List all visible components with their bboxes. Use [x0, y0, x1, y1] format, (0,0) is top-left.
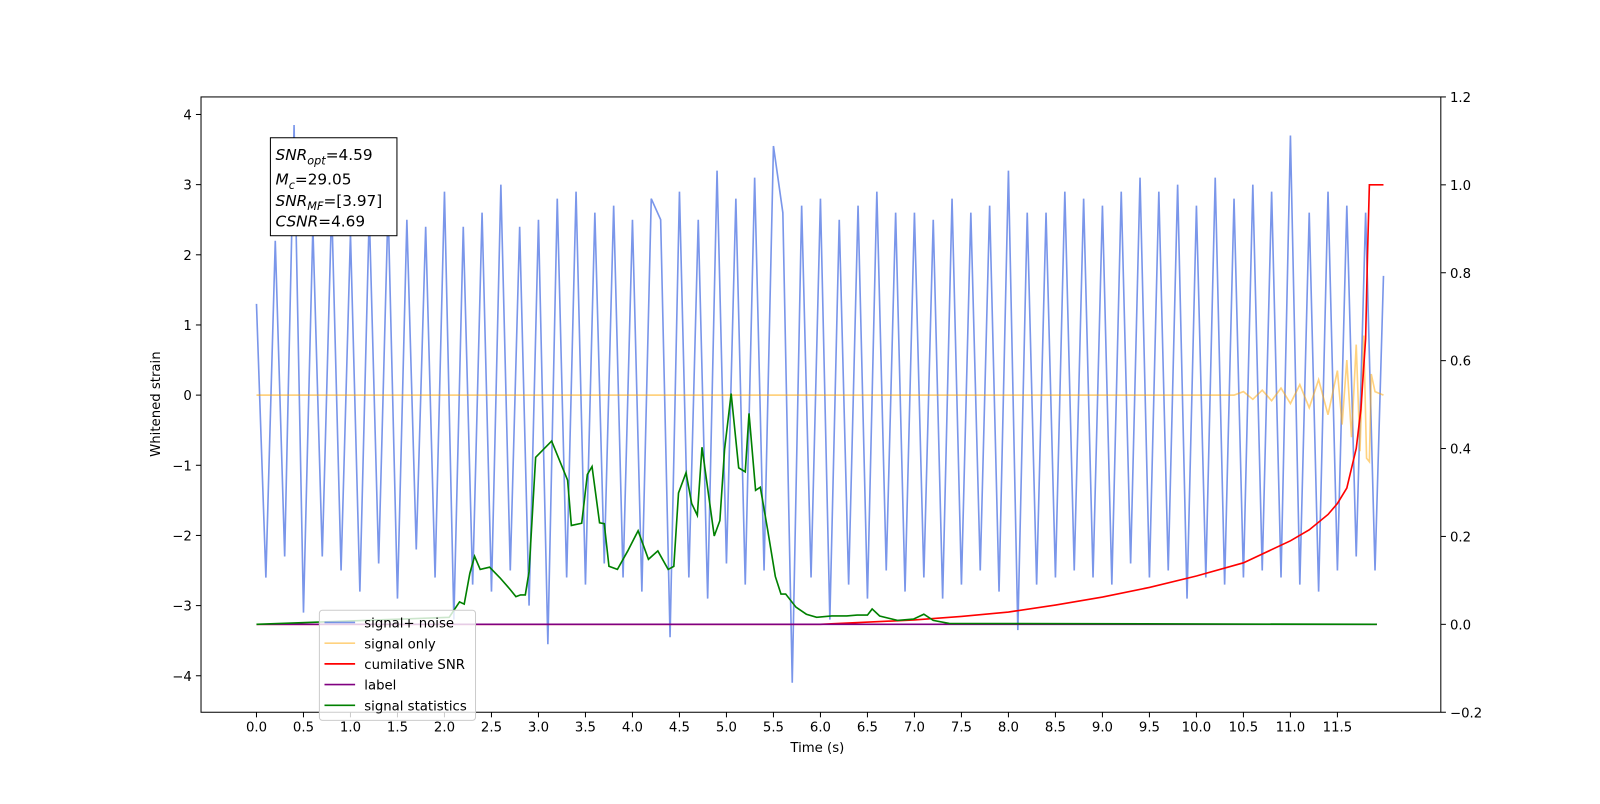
x-axis-label: Time (s) [789, 741, 844, 756]
y2-tick-label: 1.2 [1450, 91, 1471, 106]
x-tick-label: 4.0 [622, 721, 643, 736]
y-tick-label: 0 [183, 389, 191, 404]
x-tick-label: 5.5 [763, 721, 784, 736]
x-tick-label: 1.5 [387, 721, 408, 736]
y2-tick-label: 0.0 [1450, 618, 1471, 633]
annotation: CSNR=4.69 [276, 213, 366, 231]
x-tick-label: 2.0 [434, 721, 455, 736]
y-tick-label: −4 [172, 670, 192, 685]
y-axis-label: Whitened strain [149, 351, 164, 456]
x-tick-label: 1.0 [340, 721, 361, 736]
x-tick-label: 2.5 [481, 721, 502, 736]
series-line [255, 124, 1385, 683]
annotation-value: =4.69 [318, 213, 365, 231]
y2-tick-label: 0.8 [1450, 267, 1471, 282]
x-tick-label: 7.5 [951, 721, 972, 736]
x-tick-label: 6.0 [810, 721, 831, 736]
x-tick-label: 7.0 [904, 721, 925, 736]
y-tick-label: 2 [183, 249, 191, 264]
annotation-subscript: opt [307, 154, 326, 167]
y2-tick-label: 0.4 [1450, 443, 1471, 458]
annotation-symbol: SNR [276, 146, 308, 164]
x-tick-label: 0.5 [293, 721, 314, 736]
series-line [256, 184, 1384, 626]
y-tick-label: 1 [183, 319, 191, 334]
annotation-subscript: c [289, 179, 296, 192]
y-tick-label: −2 [172, 530, 192, 545]
annotation-value: =4.59 [326, 146, 373, 164]
legend-label: signal statistics [364, 699, 467, 714]
series-line [256, 335, 1384, 465]
legend-label: signal+ noise [364, 617, 454, 632]
legend-label: cumilative SNR [364, 658, 465, 673]
y-tick-label: −1 [172, 459, 192, 474]
annotation-value: =[3.97] [323, 192, 382, 210]
x-tick-label: 5.0 [716, 721, 737, 736]
x-tick-label: 10.5 [1229, 721, 1259, 736]
y2-tick-label: −0.2 [1450, 706, 1482, 721]
x-tick-label: 3.5 [575, 721, 596, 736]
annotation-value: =29.05 [295, 171, 352, 189]
annotation-symbol: CSNR [276, 213, 319, 231]
x-tick-label: 10.0 [1182, 721, 1212, 736]
legend-box [318, 609, 477, 721]
x-tick-label: 6.5 [857, 721, 878, 736]
y2-tick-label: 0.2 [1450, 531, 1471, 546]
legend-label: signal only [364, 637, 436, 652]
x-tick-label: 9.5 [1139, 721, 1160, 736]
legend-label: label [364, 679, 396, 694]
y-tick-label: 3 [183, 179, 191, 194]
y-tick-label: 4 [183, 109, 191, 124]
annotation-subscript: MF [307, 200, 324, 213]
y2-tick-label: 0.6 [1450, 355, 1471, 370]
x-tick-label: 9.0 [1092, 721, 1113, 736]
annotation: SNRMF=[3.97] [276, 192, 383, 213]
y-tick-label: −3 [172, 600, 192, 615]
y2-tick-label: 1.0 [1450, 179, 1471, 194]
x-tick-label: 8.0 [998, 721, 1019, 736]
annotation-box [269, 137, 398, 237]
x-tick-label: 8.5 [1045, 721, 1066, 736]
x-tick-label: 3.0 [528, 721, 549, 736]
x-tick-label: 0.0 [246, 721, 267, 736]
annotation-symbol: SNR [276, 192, 308, 210]
x-tick-label: 11.0 [1276, 721, 1306, 736]
series-line [256, 393, 1377, 626]
annotation-symbol: M [276, 171, 289, 189]
annotation: SNRopt=4.59 [276, 146, 373, 167]
annotation: Mc=29.05 [276, 171, 352, 192]
x-tick-label: 11.5 [1323, 721, 1353, 736]
plot-frame [200, 96, 1442, 713]
x-tick-label: 4.5 [669, 721, 690, 736]
